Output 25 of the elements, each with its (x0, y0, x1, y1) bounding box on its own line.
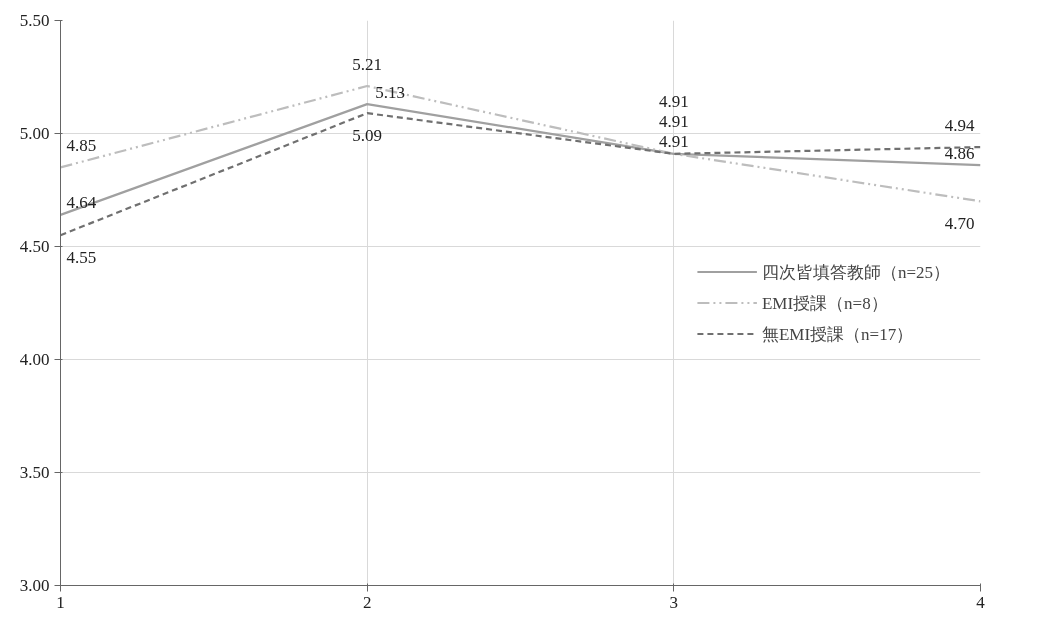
y-tick-label: 5.00 (19, 124, 50, 143)
data-label: 4.91 (658, 112, 689, 132)
data-label: 4.86 (944, 143, 975, 163)
data-label: 4.91 (658, 92, 689, 112)
data-label: 4.94 (944, 115, 975, 135)
x-tick-label: 4 (976, 592, 986, 612)
legend-label: 四次皆填答教師（n=25） (761, 261, 950, 283)
data-label: 5.09 (352, 125, 383, 145)
legend-label: EMI授課（n=8） (761, 292, 888, 314)
y-tick-label: 5.50 (19, 11, 50, 30)
x-tick-label: 3 (669, 592, 679, 612)
data-label: 4.64 (66, 193, 97, 213)
x-tick-label: 2 (362, 592, 372, 612)
data-label: 4.85 (66, 135, 97, 155)
y-tick-label: 3.50 (19, 463, 50, 482)
data-label: 4.55 (66, 247, 97, 267)
y-tick-label: 4.00 (19, 350, 50, 369)
data-label: 4.91 (658, 132, 689, 152)
data-label: 5.21 (352, 54, 383, 74)
legend-label: 無EMI授課（n=17） (761, 323, 914, 345)
x-tick-label: 1 (56, 592, 65, 612)
y-tick-label: 4.50 (19, 237, 50, 256)
data-label: 4.70 (944, 213, 975, 233)
y-tick-label: 3.00 (19, 576, 50, 595)
data-label: 5.13 (375, 82, 405, 102)
